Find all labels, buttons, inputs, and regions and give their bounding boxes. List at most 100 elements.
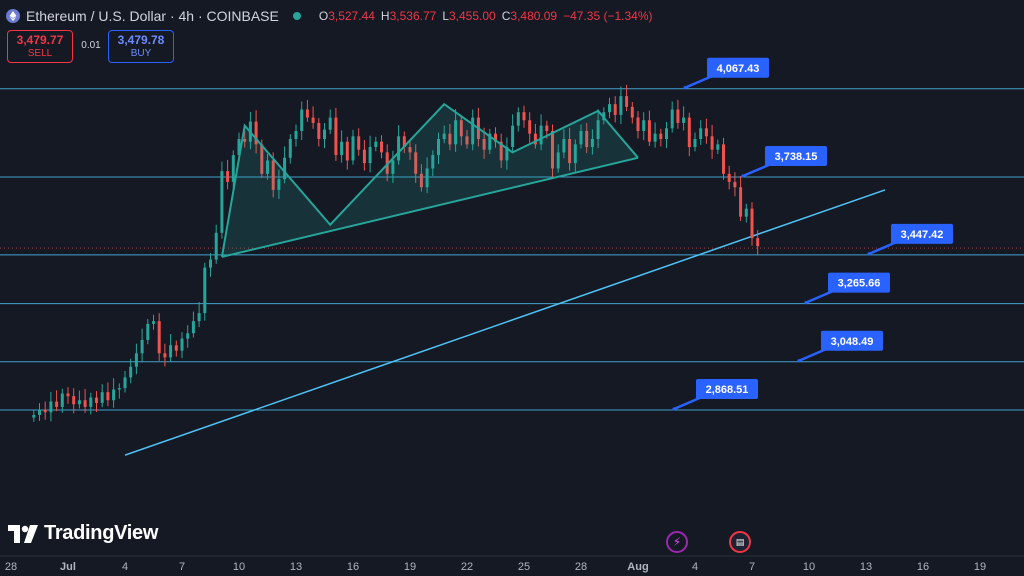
symbol-title[interactable]: Ethereum / U.S. Dollar · 4h · COINBASE — [26, 8, 279, 24]
symbol-header: Ethereum / U.S. Dollar · 4h · COINBASE O… — [6, 6, 653, 26]
callout-pointer — [684, 74, 714, 89]
x-tick-label: 13 — [860, 561, 872, 573]
candle-body — [163, 353, 167, 358]
callout-anchor — [672, 407, 676, 411]
x-tick-label: 10 — [233, 561, 245, 573]
buy-label: BUY — [130, 47, 152, 59]
candle-body — [146, 323, 150, 340]
callout-pointer — [798, 347, 828, 362]
open-label: O — [318, 9, 329, 23]
sell-price: 3,479.77 — [16, 32, 64, 47]
high-value: 3,536.77 — [389, 9, 437, 23]
callout-label-box — [707, 57, 769, 78]
candle-body — [733, 181, 737, 188]
callout-label-box — [821, 330, 883, 351]
candle-body — [323, 129, 326, 139]
candle-body — [66, 393, 70, 397]
ethereum-icon — [6, 9, 20, 23]
market-status-dot-icon[interactable] — [292, 12, 301, 20]
candle-body — [408, 147, 412, 153]
buy-button[interactable]: 3,479.78 BUY — [108, 30, 174, 63]
candle-body — [174, 345, 178, 351]
callout-label-text: 3,265.66 — [838, 278, 881, 290]
candle-body — [613, 104, 617, 115]
x-tick-label: 16 — [347, 561, 359, 573]
candle-body — [642, 120, 646, 131]
candle-body — [722, 144, 725, 174]
candle-body — [505, 147, 509, 161]
callout-label-box — [696, 379, 758, 399]
candle-body — [437, 138, 440, 156]
candle-body — [431, 155, 435, 169]
candle-body — [231, 155, 235, 182]
candle-body — [739, 187, 743, 217]
brand-name: TradingView — [44, 522, 159, 544]
candle-body — [699, 128, 703, 139]
candle-body — [89, 397, 93, 407]
x-tick-label: Jul — [60, 561, 76, 573]
candles — [32, 84, 760, 422]
callout-pointer — [673, 395, 703, 411]
candle-body — [528, 120, 532, 134]
candle-body — [305, 109, 309, 118]
candle-body — [214, 232, 218, 260]
candle-body — [647, 120, 651, 142]
candle-body — [351, 136, 355, 161]
candle-body — [625, 96, 629, 107]
candle-body — [100, 392, 104, 403]
candle-body — [636, 117, 640, 131]
candle-body — [539, 125, 543, 145]
candle-body — [551, 130, 554, 169]
candle-body — [169, 345, 173, 358]
candle-body — [288, 138, 292, 158]
change-value: −47.35 (−1.34%) — [563, 9, 653, 23]
candle-body — [112, 389, 116, 401]
x-tick-label: 7 — [749, 561, 755, 573]
candle-body — [653, 133, 657, 142]
callout-anchor — [741, 174, 745, 178]
candle-body — [391, 160, 395, 174]
lightning-event-icon[interactable]: ⚡ — [666, 531, 688, 553]
callout-label-text: 3,447.42 — [901, 229, 944, 241]
candle-body — [140, 339, 144, 354]
x-tick-label: 19 — [404, 561, 416, 573]
candle-body — [750, 208, 754, 239]
candle-body — [716, 144, 720, 150]
x-tick-label: 4 — [122, 561, 128, 573]
callout-pointer — [868, 240, 898, 256]
callout-label-box — [891, 223, 953, 244]
spread-value: 0.01 — [81, 40, 101, 51]
low-label: L — [442, 9, 449, 23]
candle-body — [494, 133, 497, 142]
candle-body — [419, 173, 423, 188]
candle-body — [693, 138, 697, 148]
candle-body — [448, 133, 452, 145]
candle-body — [340, 141, 344, 156]
candle-body — [704, 128, 708, 137]
candle-body — [402, 136, 406, 148]
close-value: 3,480.09 — [510, 9, 558, 23]
candle-body — [710, 136, 714, 150]
candle-body — [380, 141, 383, 153]
candle-body — [590, 138, 594, 148]
candle-body — [362, 149, 366, 164]
candle-body — [197, 313, 201, 322]
us-flag-event-icon[interactable]: ▤ — [729, 531, 751, 553]
candle-body — [533, 133, 537, 145]
x-tick-label: 19 — [974, 561, 986, 573]
candle-body — [60, 393, 64, 407]
candle-body — [254, 121, 258, 145]
candle-body — [687, 117, 691, 148]
sell-button[interactable]: 3,479.77 SELL — [7, 30, 73, 63]
candle-body — [454, 120, 458, 145]
callout-label-text: 3,048.49 — [831, 336, 874, 348]
candle-body — [123, 377, 127, 389]
tradingview-logo[interactable]: TradingView — [8, 522, 158, 545]
candle-body — [459, 120, 463, 137]
candle-body — [117, 388, 121, 390]
candle-body — [471, 117, 475, 145]
candle-body — [682, 117, 686, 123]
candle-body — [756, 238, 760, 247]
candle-body — [465, 136, 469, 145]
